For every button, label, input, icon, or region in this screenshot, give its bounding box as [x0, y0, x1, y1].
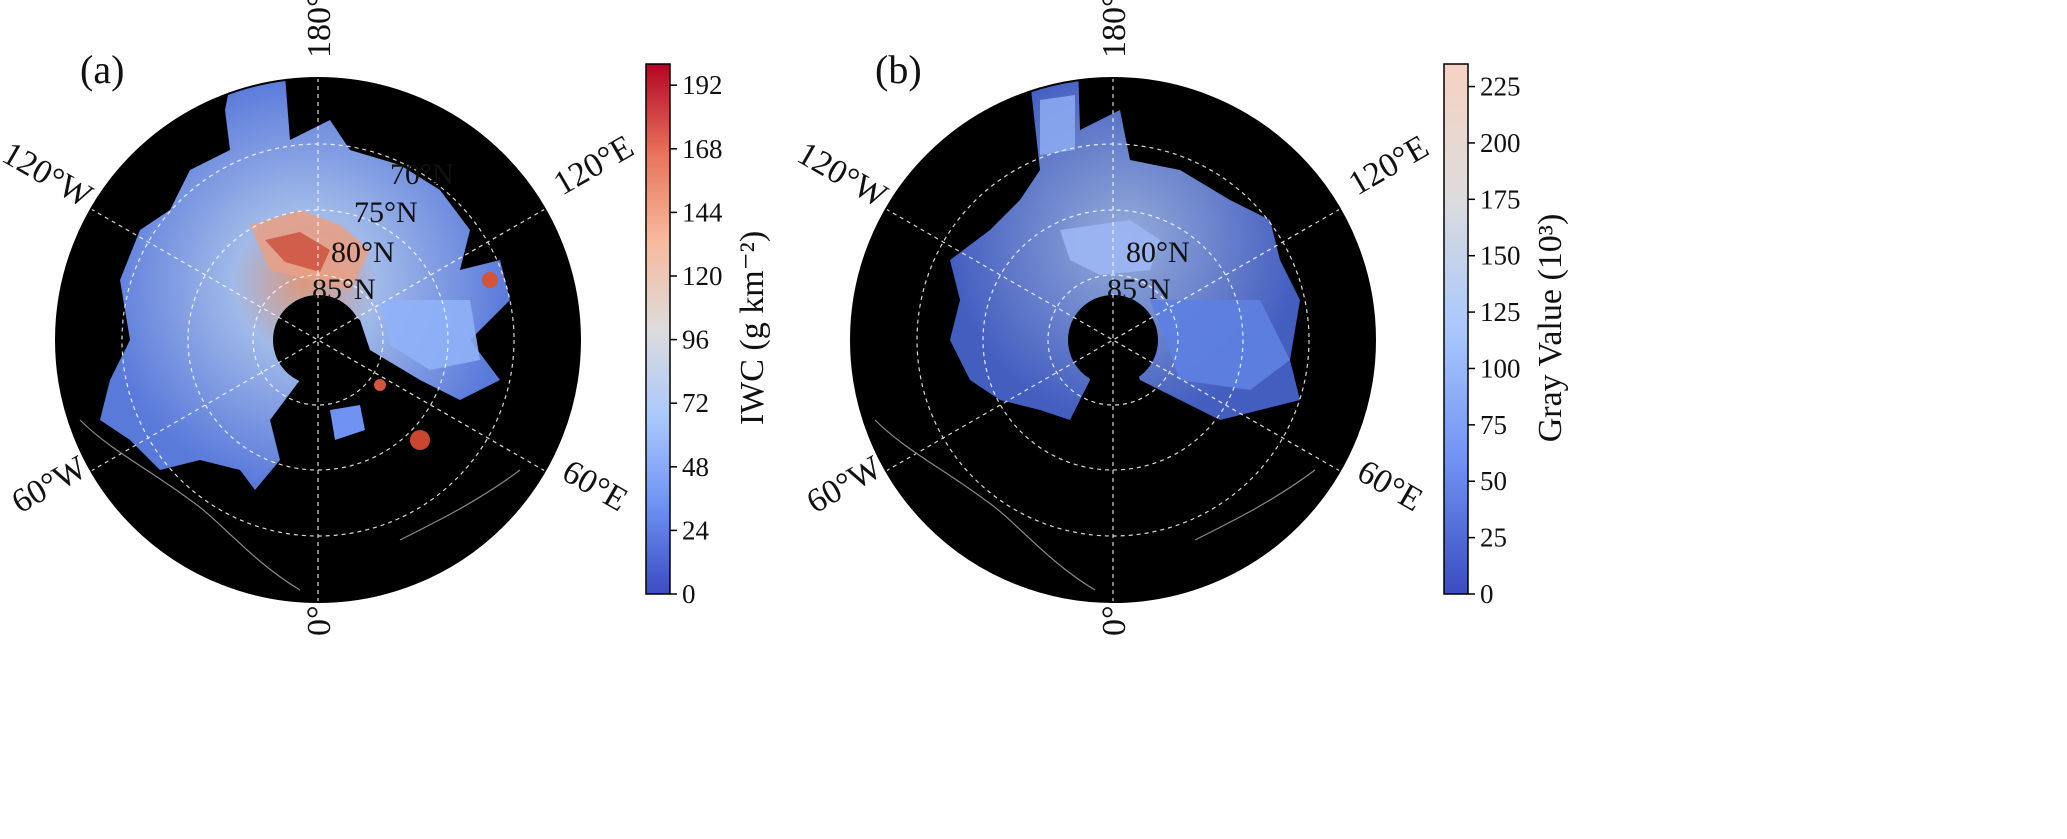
pole-hole-b [1068, 295, 1158, 385]
lon-label-b-upper-left: 120°W [791, 135, 894, 216]
colorbar-tick-label: 200 [1480, 128, 1521, 158]
colorbar-b-label: Gray Value (10³) [1532, 214, 1569, 443]
colorbar-tick-label: 125 [1480, 297, 1521, 327]
lon-label-a-lower-right: 60°E [556, 453, 634, 519]
gray-value-cloud-field [950, 78, 1300, 420]
lon-label-b-top: 180° [1096, 0, 1133, 58]
lat-label-a-75: 75°N [354, 196, 418, 229]
coastlines-b [874, 419, 1316, 591]
colorbar-tick-label: 144 [682, 197, 723, 227]
iwc-cloud-field [100, 78, 510, 490]
panel-label-b: (b) [875, 47, 922, 92]
lat-label-b-80: 80°N [1126, 236, 1190, 269]
colorbar-tick-label: 225 [1480, 72, 1521, 102]
colorbar-tick-label: 48 [682, 452, 709, 482]
lat-label-a-85: 85°N [312, 273, 376, 306]
colorbar-tick-label: 175 [1480, 184, 1521, 214]
colorbar-tick-label: 96 [682, 325, 709, 355]
lon-label-b-lower-left: 60°W [801, 449, 889, 521]
pole-hole-a [273, 295, 363, 385]
panel-b: 80°N 85°N (b) 180° 0° 120°W 120°E 60°W 6… [791, 0, 1569, 636]
lat-label-a-80: 80°N [331, 236, 395, 269]
colorbar-tick-label: 192 [682, 70, 723, 100]
map-border-b [850, 77, 1376, 603]
colorbar-tick-label: 0 [1480, 579, 1494, 609]
colorbar-tick-label: 150 [1480, 241, 1521, 271]
colorbar-a-label: IWC (g km⁻²) [734, 231, 771, 425]
lon-label-a-bottom: 0° [301, 605, 338, 636]
lat-label-a-70: 70°N [390, 158, 454, 191]
colorbar-tick-label: 25 [1480, 523, 1507, 553]
lat-label-b-85: 85°N [1107, 273, 1171, 306]
lon-label-b-bottom: 0° [1096, 605, 1133, 636]
colorbar-a-ticks: 0 24 48 72 96 120 144 168 192 [670, 70, 723, 609]
graticule-a [90, 78, 546, 602]
colorbar-tick-label: 75 [1480, 410, 1507, 440]
panel-label-a: (a) [80, 47, 124, 92]
colorbar-tick-label: 168 [682, 134, 723, 164]
lon-label-b-lower-right: 60°E [1351, 453, 1429, 519]
colorbar-tick-label: 120 [682, 261, 723, 291]
coastlines-a [79, 419, 521, 591]
colorbar-tick-label: 72 [682, 388, 709, 418]
panel-a: 70°N 75°N 80°N 85°N (a) 180° 0° 120°W 12… [0, 0, 771, 636]
graticule-b [885, 78, 1341, 602]
colorbar-b-ticks: 0 25 50 75 100 125 150 175 200 225 [1468, 72, 1521, 609]
colorbar-tick-label: 24 [682, 515, 710, 545]
colorbar-tick-label: 50 [1480, 466, 1507, 496]
lon-label-b-upper-right: 120°E [1343, 128, 1435, 203]
lon-label-a-upper-right: 120°E [548, 128, 640, 203]
colorbar-tick-label: 100 [1480, 353, 1521, 383]
colorbar-a: 0 24 48 72 96 120 144 168 192 IWC (g km⁻²) [645, 63, 771, 609]
map-border-a [55, 77, 581, 603]
lon-label-a-lower-left: 60°W [6, 449, 94, 521]
colorbar-b: 0 25 50 75 100 125 150 175 200 225 Gray Value (10… [1443, 63, 1569, 609]
lon-label-a-top: 180° [301, 0, 338, 58]
lon-label-a-upper-left: 120°W [0, 135, 99, 216]
colorbar-tick-label: 0 [682, 579, 696, 609]
